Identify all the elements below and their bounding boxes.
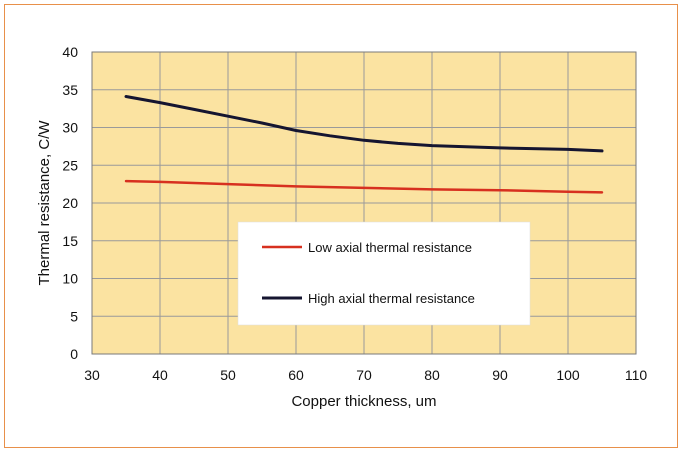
x-tick-label: 110 (625, 367, 648, 383)
y-tick-label: 20 (62, 195, 78, 211)
x-tick-label: 100 (556, 367, 580, 383)
x-tick-label: 40 (152, 367, 168, 383)
legend: Low axial thermal resistance High axial … (237, 221, 531, 326)
series-line-low-axial (124, 179, 604, 194)
x-tick-label: 30 (84, 367, 100, 383)
y-tick-label: 25 (62, 157, 78, 173)
tick-labels: 30 40 50 60 70 80 90 100 110 0 5 10 15 20 25 30 35 40 (62, 44, 647, 383)
y-tick-label: 0 (70, 346, 78, 362)
x-tick-label: 50 (220, 367, 236, 383)
series-line-high-axial (124, 95, 604, 153)
legend-label-high: High axial thermal resistance (308, 291, 475, 306)
legend-label-low: Low axial thermal resistance (308, 240, 472, 255)
x-axis-title: Copper thickness, um (291, 393, 436, 410)
x-tick-label: 90 (492, 367, 508, 383)
x-tick-label: 70 (356, 367, 372, 383)
legend-box (237, 221, 531, 326)
y-tick-label: 5 (70, 308, 78, 324)
plot-border (91, 51, 637, 355)
y-tick-label: 15 (62, 233, 78, 249)
y-tick-label: 30 (62, 120, 78, 136)
x-tick-label: 80 (424, 367, 440, 383)
y-tick-label: 10 (62, 271, 78, 287)
x-tick-label: 60 (288, 367, 304, 383)
y-axis-title: Thermal resistance, C/W (36, 120, 53, 286)
y-tick-label: 40 (62, 44, 78, 60)
y-tick-label: 35 (62, 82, 78, 98)
series-lines (124, 95, 604, 194)
